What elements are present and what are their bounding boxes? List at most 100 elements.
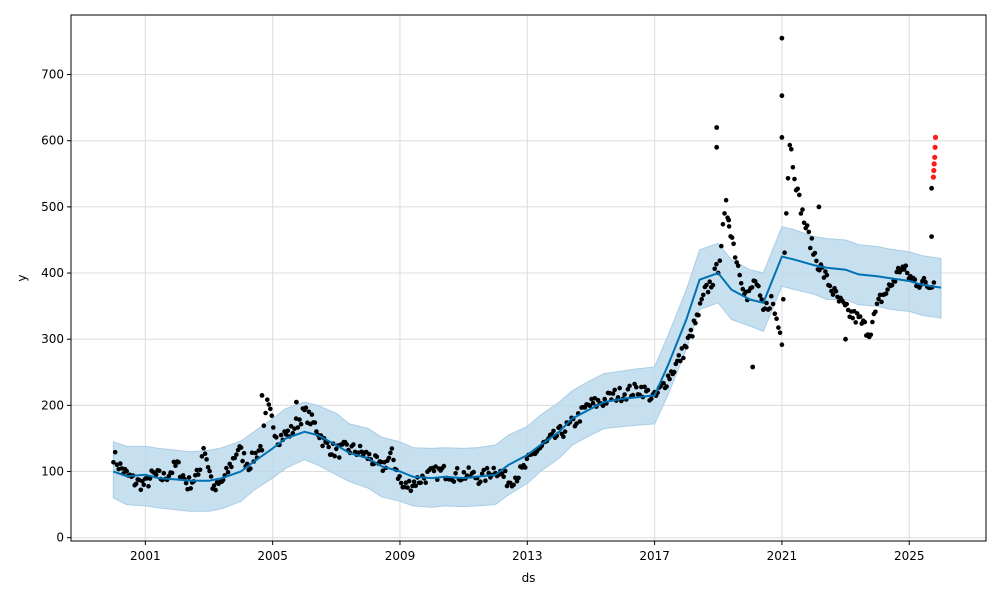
observed-point: [823, 269, 828, 274]
observed-point: [735, 263, 741, 269]
observed-point: [259, 448, 265, 453]
observed-point: [285, 428, 291, 434]
observed-point: [772, 311, 778, 317]
observed-point: [717, 258, 723, 264]
observed-point: [176, 459, 181, 465]
x-tick-label: 2017: [639, 549, 670, 563]
observed-point: [241, 450, 247, 456]
observed-point: [797, 192, 802, 198]
observed-point: [714, 144, 720, 150]
observed-point: [320, 443, 325, 449]
observed-point: [785, 176, 791, 181]
observed-point: [138, 487, 144, 493]
observed-point: [870, 319, 875, 325]
observed-point: [171, 459, 177, 465]
observed-point: [486, 470, 492, 476]
observed-point: [795, 186, 800, 192]
observed-point: [829, 288, 834, 294]
observed-point: [418, 480, 424, 486]
observed-point: [792, 176, 797, 182]
y-tick-label: 400: [41, 266, 64, 280]
observed-point: [263, 410, 268, 416]
observed-point: [701, 292, 706, 298]
observed-point: [750, 364, 756, 370]
observed-point: [431, 468, 437, 474]
observed-point: [649, 396, 654, 402]
observed-point: [303, 405, 309, 411]
observed-point: [602, 396, 607, 402]
observed-point: [661, 380, 666, 386]
observed-point: [516, 475, 521, 481]
observed-point: [388, 450, 393, 456]
observed-point: [740, 286, 746, 292]
observed-point: [905, 270, 910, 276]
observed-point: [667, 376, 672, 382]
observed-point: [853, 320, 858, 325]
observed-point: [337, 455, 342, 460]
observed-point: [726, 224, 732, 229]
observed-point: [737, 272, 742, 278]
observed-point: [714, 261, 719, 267]
observed-point: [923, 279, 928, 285]
observed-point: [622, 392, 627, 397]
observed-point: [800, 207, 805, 212]
observed-point: [201, 445, 206, 451]
observed-point: [501, 474, 507, 480]
observed-point: [205, 465, 211, 470]
observed-point: [921, 275, 927, 281]
observed-point: [374, 454, 380, 460]
observed-point: [874, 301, 880, 307]
observed-point: [600, 403, 606, 409]
observed-point: [197, 467, 203, 473]
observed-point: [157, 468, 162, 474]
outlier-point: [931, 161, 937, 167]
observed-point: [232, 455, 237, 461]
observed-point: [903, 263, 909, 269]
observed-point: [625, 387, 631, 392]
observed-point: [697, 301, 703, 306]
observed-point: [274, 435, 279, 440]
observed-point: [868, 332, 874, 338]
observed-point: [133, 481, 139, 487]
observed-point: [238, 445, 244, 450]
observed-point: [770, 301, 776, 307]
observed-point: [801, 220, 807, 226]
observed-point: [169, 470, 175, 476]
observed-point: [153, 472, 159, 478]
observed-point: [225, 469, 231, 475]
observed-point: [574, 421, 579, 426]
observed-point: [266, 402, 272, 407]
observed-point: [511, 482, 516, 488]
observed-point: [889, 282, 895, 288]
observed-point: [258, 443, 263, 449]
observed-point: [271, 425, 276, 430]
observed-point: [883, 291, 889, 296]
observed-point: [679, 346, 685, 351]
observed-point: [471, 469, 477, 475]
observed-point: [562, 429, 568, 434]
observed-point: [764, 300, 769, 306]
y-tick-label: 300: [41, 332, 64, 346]
observed-point: [798, 211, 804, 216]
observed-point: [710, 282, 716, 288]
observed-point: [141, 482, 147, 488]
observed-point: [196, 472, 201, 477]
observed-point: [147, 476, 153, 481]
observed-point: [857, 314, 863, 319]
observed-point: [306, 409, 312, 415]
observed-point: [612, 387, 617, 393]
observed-point: [808, 245, 813, 251]
y-axis-label: y: [15, 274, 29, 281]
observed-point: [213, 487, 218, 493]
observed-point: [705, 289, 711, 295]
observed-point: [479, 471, 485, 477]
observed-point: [208, 474, 214, 479]
observed-point: [461, 470, 467, 475]
observed-point: [351, 442, 356, 447]
observed-point: [844, 301, 849, 307]
observed-point: [194, 467, 200, 473]
observed-point: [161, 470, 167, 476]
observed-point: [391, 457, 396, 463]
observed-point: [714, 125, 720, 130]
